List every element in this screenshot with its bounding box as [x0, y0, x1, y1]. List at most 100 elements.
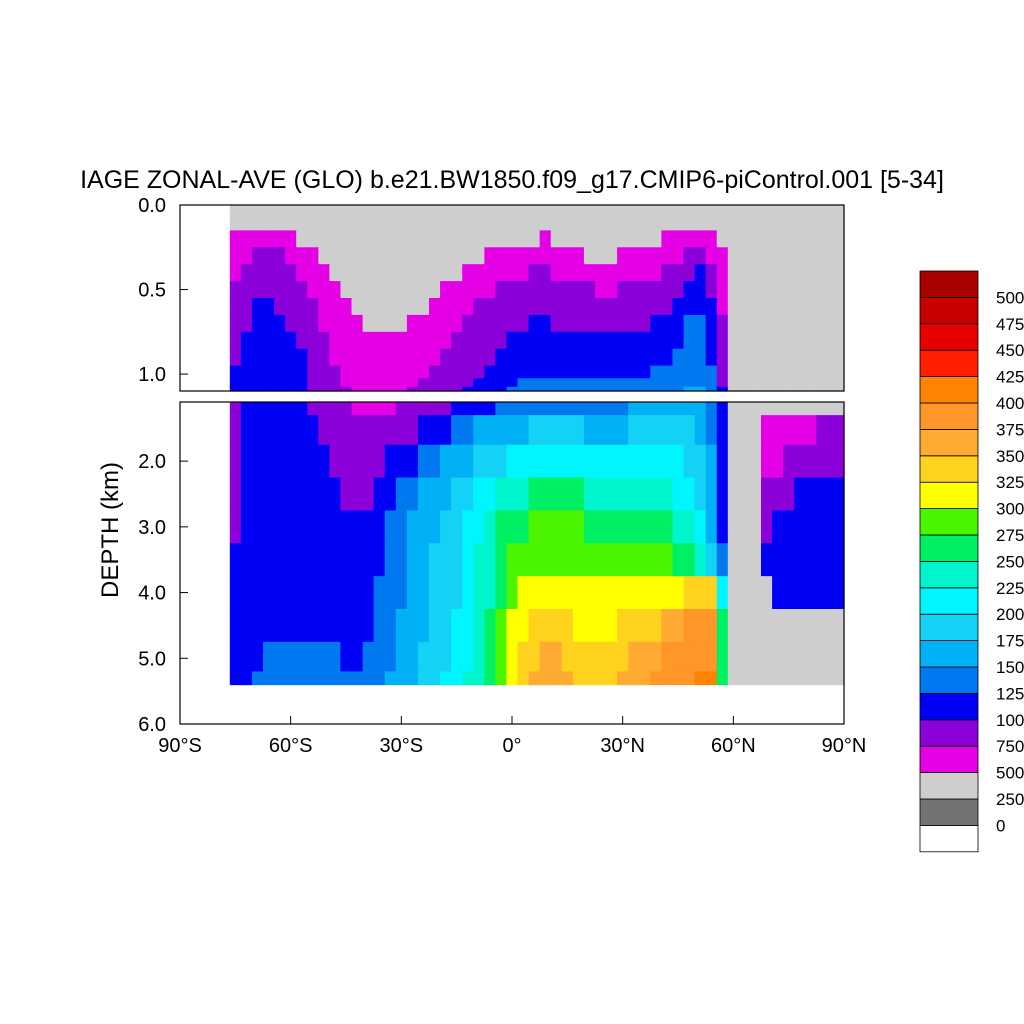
lower-cell: [606, 671, 618, 686]
upper-cell: [240, 230, 253, 248]
upper-cell: [274, 247, 286, 265]
lower-cell: [263, 477, 275, 512]
upper-cell: [351, 281, 364, 299]
upper-cell: [406, 298, 419, 316]
upper-cell: [661, 230, 674, 248]
upper-cell: [639, 298, 651, 316]
upper-cell: [705, 365, 718, 379]
lower-cell: [373, 477, 386, 512]
lower-cell: [307, 402, 319, 416]
lower-cell: [650, 510, 662, 544]
lower-cell: [572, 543, 585, 577]
upper-cell: [794, 348, 806, 367]
upper-cell: [539, 314, 552, 333]
lower-cell: [794, 609, 806, 643]
upper-cell: [805, 264, 817, 282]
lower-cell: [583, 641, 596, 673]
colorbar-label: 750: [996, 737, 1024, 756]
upper-cell: [595, 365, 607, 379]
upper-cell: [395, 281, 408, 299]
lower-cell: [705, 609, 718, 643]
upper-cell: [639, 205, 651, 216]
lower-cell: [761, 671, 773, 686]
lower-cell: [761, 444, 773, 479]
upper-cell: [528, 331, 541, 350]
lower-cell: [672, 671, 685, 686]
lower-cell: [716, 671, 729, 686]
upper-cell: [749, 205, 762, 216]
lower-cell: [406, 477, 419, 512]
upper-cell: [318, 281, 330, 299]
upper-cell: [794, 331, 806, 350]
lower-cell: [606, 402, 618, 416]
upper-cell: [274, 386, 286, 392]
upper-cell: [583, 386, 596, 392]
upper-cell: [572, 386, 585, 392]
lower-cell: [617, 415, 629, 446]
upper-cell: [794, 230, 806, 248]
upper-cell: [749, 331, 762, 350]
upper-cell: [274, 281, 286, 299]
lower-cell: [495, 671, 508, 686]
lower-cell: [816, 609, 828, 643]
lower-cell: [838, 671, 845, 686]
upper-cell: [772, 331, 784, 350]
lower-cell: [395, 415, 408, 446]
lower-cell: [440, 641, 452, 673]
upper-cell: [373, 348, 386, 367]
upper-cell: [484, 264, 496, 282]
upper-cell: [406, 281, 419, 299]
upper-cell: [340, 281, 353, 299]
lower-cell: [296, 576, 308, 610]
upper-cell: [683, 205, 696, 216]
lower-cell: [827, 576, 840, 610]
upper-cell: [451, 215, 463, 231]
upper-cell: [539, 348, 552, 367]
upper-cell: [749, 281, 762, 299]
lower-cell: [617, 402, 629, 416]
lower-cell: [583, 510, 596, 544]
upper-cell: [539, 331, 552, 350]
upper-cell: [672, 386, 685, 392]
lower-cell: [395, 671, 408, 686]
upper-cell: [550, 348, 563, 367]
upper-cell: [561, 298, 574, 316]
upper-cell: [318, 348, 330, 367]
lower-cell: [805, 477, 817, 512]
upper-cell: [318, 298, 330, 316]
upper-cell: [351, 264, 364, 282]
upper-cell: [550, 215, 563, 231]
lower-cell: [318, 402, 330, 416]
x-tick-label: 60°S: [269, 735, 313, 757]
upper-cell: [263, 264, 275, 282]
lower-cell: [617, 543, 629, 577]
colorbar-label: 4500: [996, 341, 1024, 360]
lower-cell: [772, 543, 784, 577]
lower-cell: [462, 671, 474, 686]
upper-cell: [417, 348, 430, 367]
upper-cell: [506, 230, 519, 248]
lower-cell: [340, 415, 353, 446]
lower-cell: [384, 641, 397, 673]
lower-cell: [395, 402, 408, 416]
colorbar-swatch: [919, 561, 979, 589]
y-tick-label: 3.0: [138, 517, 166, 539]
lower-cell: [406, 576, 419, 610]
upper-cell: [506, 247, 519, 265]
lower-cell: [606, 543, 618, 577]
colorbar-label: 3250: [996, 473, 1024, 492]
upper-cell: [362, 230, 375, 248]
upper-cell: [827, 348, 840, 367]
upper-cell: [727, 264, 740, 282]
upper-cell: [650, 247, 662, 265]
upper-cell: [406, 230, 419, 248]
upper-cell: [639, 386, 651, 392]
lower-cell: [362, 444, 375, 479]
upper-cell: [451, 247, 463, 265]
upper-cell: [506, 365, 519, 379]
upper-cell: [794, 365, 806, 379]
upper-cell: [816, 298, 828, 316]
lower-cell: [528, 444, 541, 479]
lower-cell: [772, 402, 784, 416]
upper-cell: [827, 230, 840, 248]
